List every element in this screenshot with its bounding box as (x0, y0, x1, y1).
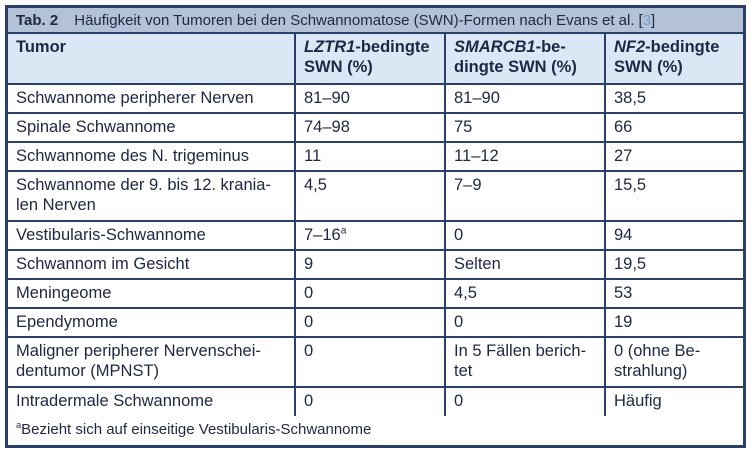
col-header-lztr1: LZTR1-bedingte SWN (%) (295, 34, 446, 85)
col-header-nf2-rest: -bedingte (645, 38, 720, 56)
table-row: Intradermale Schwannome 0 0 Häufig (8, 387, 743, 416)
tumor-name-cell: Vestibularis-Schwannome (8, 221, 296, 251)
value-cell: 81–90 (295, 84, 446, 114)
value-cell: 11 (295, 142, 446, 172)
value-cell: 0 (445, 387, 606, 416)
value-cell: 81–90 (445, 84, 606, 114)
gene-name-lztr1: LZTR1 (304, 38, 356, 56)
tumor-name-cell: Ependymome (8, 308, 296, 338)
gene-name-nf2: NF2 (614, 38, 646, 56)
col-header-nf2-line2: SWN (%) (614, 58, 683, 76)
value-cell: 0 (295, 308, 446, 338)
table-row: Spinale Schwannome 74–98 75 66 (8, 113, 743, 143)
tumor-name-cell: Schwannom im Gesicht (8, 250, 296, 280)
table-row: Vestibularis-Schwannome 7–16a 0 94 (8, 221, 743, 251)
citation-close-bracket: ] (651, 12, 656, 29)
col-header-smarcb1: SMARCB1-be-dingte SWN (%) (445, 34, 606, 85)
value-cell: 0 (295, 387, 446, 416)
table-row: Ependymome 0 0 19 (8, 308, 743, 338)
value-cell: 9 (295, 250, 446, 280)
table-row: Schwannome des N. trigeminus 11 11–12 27 (8, 142, 743, 172)
col-header-smarcb1-rest: -be- (535, 38, 566, 56)
citation-open-bracket: [ (638, 12, 643, 29)
col-header-lztr1-rest: -bedingte (355, 38, 430, 56)
value-cell: In 5 Fällen berich- tet (445, 337, 606, 388)
footnote-cell: aBezieht sich auf einseitige Vestibulari… (8, 416, 743, 445)
gene-name-smarcb1: SMARCB1 (454, 38, 536, 56)
tumor-name-cell: Schwannome der 9. bis 12. krania- len Ne… (8, 171, 296, 222)
tumor-name-cell: Meningeome (8, 279, 296, 309)
table-row: Schwannom im Gesicht 9 Selten 19,5 (8, 250, 743, 280)
footnote-reference-a: a (340, 225, 347, 237)
table-caption: Tab. 2 Häufigkeit von Tumoren bei den Sch… (8, 8, 743, 34)
tumor-name-cell: Maligner peripherer Nervenschei- dentumo… (8, 337, 296, 388)
footnote-row: aBezieht sich auf einseitige Vestibulari… (8, 416, 743, 445)
footnote-marker: a (16, 420, 22, 430)
footnote-text: Bezieht sich auf einseitige Vestibularis… (21, 421, 372, 438)
value-cell: 0 (ohne Be- strahlung) (605, 337, 743, 388)
value-cell: Häufig (614, 392, 662, 410)
tumor-name-cell: Schwannome peripherer Nerven (8, 84, 296, 114)
value-cell: 66 (605, 113, 743, 143)
col-header-nf2: NF2-bedingte SWN (%) (605, 34, 743, 85)
value-cell: 38,5 (605, 84, 743, 114)
table-body: Schwannome peripherer Nerven 81–90 81–90 38… (8, 84, 743, 416)
value-cell: 7–16a (295, 221, 446, 251)
value-cell: 4,5 (445, 279, 606, 309)
value-cell: 53 (605, 279, 743, 309)
value-cell: 19,5 (605, 250, 743, 280)
value-cell: Selten (445, 250, 606, 280)
col-header-tumor: Tumor (8, 34, 296, 85)
value-cell: 4,5 (295, 171, 446, 222)
table-row: Schwannome peripherer Nerven 81–90 81–90 38… (8, 84, 743, 114)
value-cell: 74–98 (295, 113, 446, 143)
table-title: Häufigkeit von Tumoren bei den Schwannom… (74, 12, 635, 29)
table-frame: Tab. 2 Häufigkeit von Tumoren bei den Sch… (5, 5, 746, 448)
citation-number: 3 (642, 12, 652, 29)
col-header-smarcb1-line2: dingte SWN (%) (454, 58, 577, 76)
swn-frequency-table: Tumor LZTR1-bedingte SWN (%) SMARCB1-be-d… (8, 34, 743, 445)
value-cell: 19 (605, 308, 743, 338)
tumor-name-cell: Spinale Schwannome (8, 113, 296, 143)
value-cell: 0 (445, 308, 606, 338)
table-row: Schwannome der 9. bis 12. krania- len Ne… (8, 171, 743, 222)
value-cell: 0 (295, 337, 446, 388)
header-row: Tumor LZTR1-bedingte SWN (%) SMARCB1-be-d… (8, 34, 743, 85)
value-cell: 0 (445, 221, 606, 251)
table-number: Tab. 2 (16, 12, 59, 29)
value-cell: 94 (605, 221, 743, 251)
value-cell: 27 (605, 142, 743, 172)
tumor-name-cell: Schwannome des N. trigeminus (8, 142, 296, 172)
value-cell: 11–12 (445, 142, 606, 172)
table-row: Maligner peripherer Nervenschei- dentumo… (8, 337, 743, 388)
value-cell: 75 (445, 113, 606, 143)
col-header-tumor-label: Tumor (16, 38, 67, 56)
value-cell: 7–9 (445, 171, 606, 222)
citation-ref[interactable]: [3] (639, 12, 656, 29)
table-row: Meningeome 0 4,5 53 (8, 279, 743, 309)
value-cell: 15,5 (605, 171, 743, 222)
col-header-lztr1-line2: SWN (%) (304, 58, 373, 76)
tumor-name-cell: Intradermale Schwannome (8, 387, 296, 416)
value-cell: 0 (295, 279, 446, 309)
